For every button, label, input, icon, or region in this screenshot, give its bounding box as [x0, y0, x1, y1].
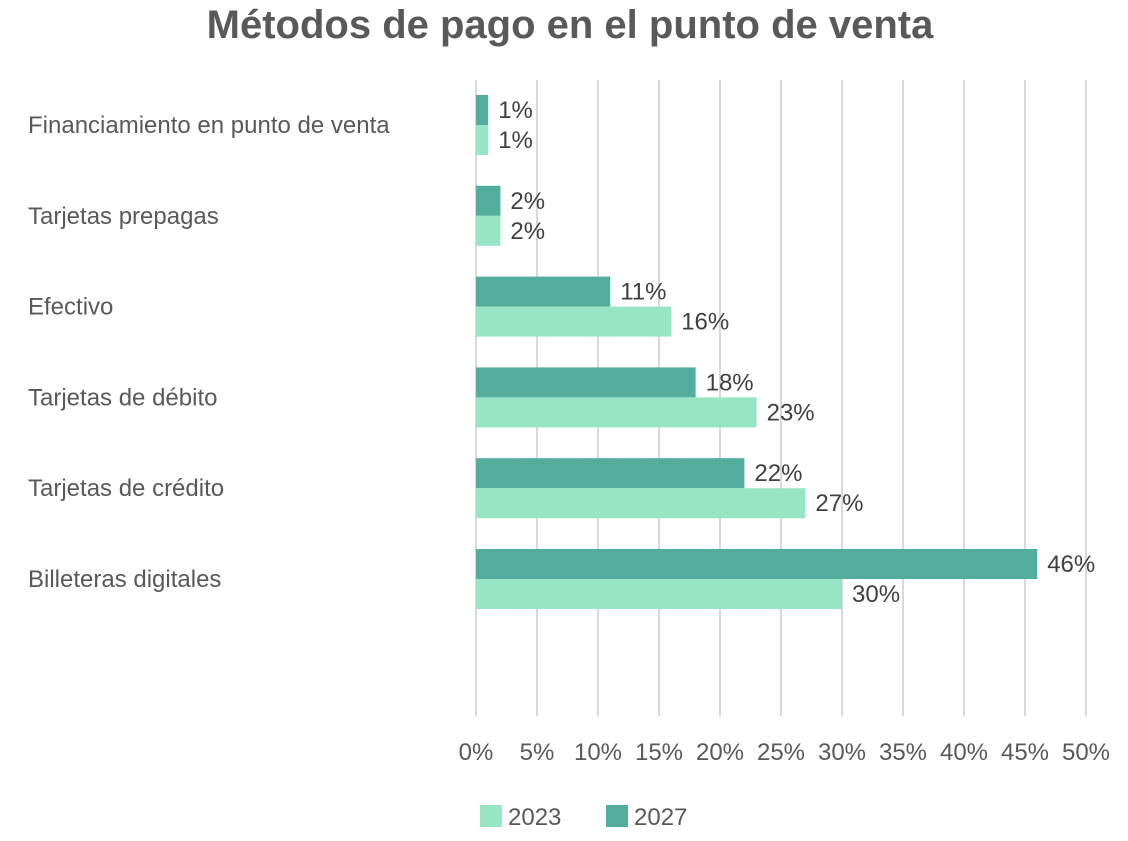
bar-2027-financiamiento-en-punto-de-venta — [476, 95, 489, 125]
x-tick-label: 45% — [1001, 739, 1049, 766]
x-tick-label: 35% — [879, 739, 927, 766]
category-label-tarjetas-de-credito: Tarjetas de crédito — [28, 475, 224, 502]
bars — [476, 95, 1038, 609]
bar-2023-tarjetas-prepagas — [476, 215, 501, 246]
x-tick-label: 15% — [635, 739, 683, 766]
x-axis-ticks: 0% 5% 10% 15% 20% 25% 30% 35% 40% 45% 50% — [459, 739, 1110, 766]
data-label-2023-tarjetas-prepagas: 2% — [510, 218, 545, 245]
x-tick-label: 30% — [818, 739, 866, 766]
bar-2027-tarjetas-de-credito — [476, 458, 745, 489]
bar-2023-tarjetas-de-credito — [476, 488, 806, 519]
category-label-billeteras-digitales: Billeteras digitales — [28, 566, 221, 593]
x-tick-label: 50% — [1062, 739, 1110, 766]
data-label-2023-financiamiento-en-punto-de-venta: 1% — [498, 127, 533, 154]
data-labels: 1% 1% 2% 2% 11% 16% 18% 23% 22% 27% 46% 30% — [498, 97, 1095, 608]
data-label-2027-billeteras-digitales: 46% — [1047, 551, 1095, 578]
data-label-2027-financiamiento-en-punto-de-venta: 1% — [498, 97, 533, 124]
bar-2027-tarjetas-prepagas — [476, 185, 501, 216]
category-label-tarjetas-de-debito: Tarjetas de débito — [28, 384, 217, 411]
data-label-2023-efectivo: 16% — [681, 309, 729, 336]
bar-2023-tarjetas-de-debito — [476, 397, 757, 428]
category-label-financiamiento-en-punto-de-venta: Financiamiento en punto de venta — [28, 112, 390, 139]
data-label-2027-efectivo: 11% — [620, 279, 666, 306]
chart-title: Métodos de pago en el punto de venta — [207, 3, 934, 47]
data-label-2027-tarjetas-de-debito: 18% — [706, 369, 754, 396]
x-tick-label: 10% — [574, 739, 622, 766]
x-tick-label: 20% — [696, 739, 744, 766]
x-tick-label: 25% — [757, 739, 805, 766]
legend-swatch-2023 — [480, 805, 502, 827]
legend-label-2027: 2027 — [634, 804, 687, 831]
legend-swatch-2027 — [606, 805, 628, 827]
bar-2027-billeteras-digitales — [476, 549, 1038, 579]
data-label-2023-tarjetas-de-credito: 27% — [815, 490, 863, 517]
data-label-2023-billeteras-digitales: 30% — [852, 581, 900, 608]
bar-2023-financiamiento-en-punto-de-venta — [476, 125, 489, 155]
x-tick-label: 40% — [940, 739, 988, 766]
category-labels: Financiamiento en punto de venta Tarjetas… — [28, 112, 390, 593]
bar-2027-tarjetas-de-debito — [476, 367, 696, 398]
category-label-tarjetas-prepagas: Tarjetas prepagas — [28, 203, 219, 230]
legend-label-2023: 2023 — [508, 804, 561, 831]
data-label-2027-tarjetas-de-credito: 22% — [754, 460, 802, 487]
category-label-efectivo: Efectivo — [28, 294, 113, 321]
data-label-2027-tarjetas-prepagas: 2% — [510, 188, 545, 215]
bar-2027-efectivo — [476, 276, 611, 307]
bar-2023-efectivo — [476, 306, 672, 337]
x-tick-label: 0% — [459, 739, 494, 766]
x-tick-label: 5% — [520, 739, 555, 766]
data-label-2023-tarjetas-de-debito: 23% — [767, 399, 815, 426]
legend: 2023 2027 — [480, 804, 687, 831]
bar-2023-billeteras-digitales — [476, 579, 842, 609]
